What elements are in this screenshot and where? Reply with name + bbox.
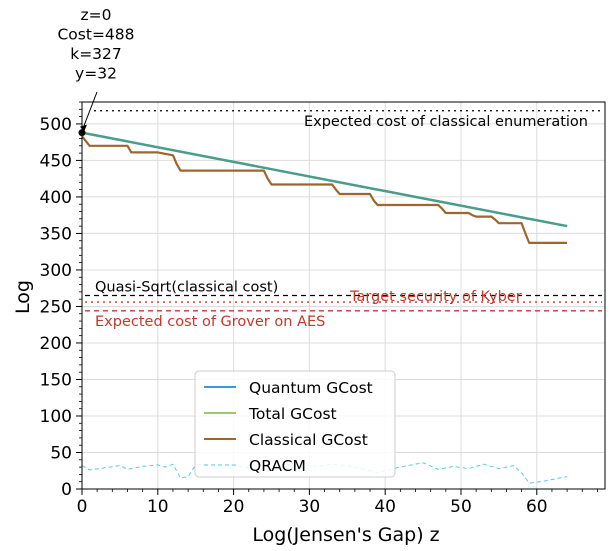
annotation-text: Cost=488 [57,26,134,44]
y-tick-label: 150 [40,370,72,390]
x-axis-label: Log(Jensen's Gap) z [252,524,439,546]
y-axis: 0 50 100 150 200 250 300 350 400 450 500 [40,101,82,500]
x-tick-label: 10 [147,497,169,517]
legend-label: Quantum GCost [249,379,373,397]
annotation-text: z=0 [81,6,112,24]
x-axis: 0 10 20 30 40 50 60 [77,489,598,517]
legend-label: Classical GCost [249,431,368,449]
reference-line-label: Quasi-Sqrt(classical cost) [95,280,278,296]
x-tick-label: 50 [450,497,472,517]
y-tick-label: 200 [40,334,72,354]
y-tick-label: 500 [40,115,72,135]
legend-label: QRACM [249,457,306,475]
y-tick-label: 250 [40,297,72,317]
annotation-arrow [83,91,98,126]
series-layer [81,131,568,484]
reference-line-label: Expected cost of classical enumeration [304,114,588,130]
legend: Quantum GCost Total GCost Classical GCost Q… [194,370,396,478]
y-tick-label: 450 [40,151,72,171]
annotation-arrowhead [80,124,87,132]
plot-frame [81,101,606,490]
series-line-classical-gcost [81,135,568,244]
legend-box [194,370,396,478]
y-tick-label: 50 [50,443,72,463]
x-tick-label: 40 [374,497,396,517]
annotation-text: y=32 [75,65,117,83]
reference-line-label: Target security of Kyber [349,289,522,305]
x-tick-label: 60 [526,497,548,517]
series-line-total-quantum-overlap [81,131,568,228]
reference-lines: Expected cost of classical enumeration Qu… [85,110,602,330]
grid [81,102,605,490]
reference-line-label: Expected cost of Grover on AES [95,314,325,330]
x-tick-label: 20 [223,497,245,517]
x-tick-label: 0 [77,497,88,517]
y-tick-label: 400 [40,188,72,208]
y-tick-label: 350 [40,224,72,244]
y-tick-label: 0 [61,480,72,500]
y-tick-label: 300 [40,261,72,281]
y-axis-label: Log [12,280,34,314]
x-tick-label: 30 [299,497,321,517]
legend-label: Total GCost [248,405,337,423]
y-tick-label: 100 [40,407,72,427]
annotation-text: k=327 [70,45,122,63]
